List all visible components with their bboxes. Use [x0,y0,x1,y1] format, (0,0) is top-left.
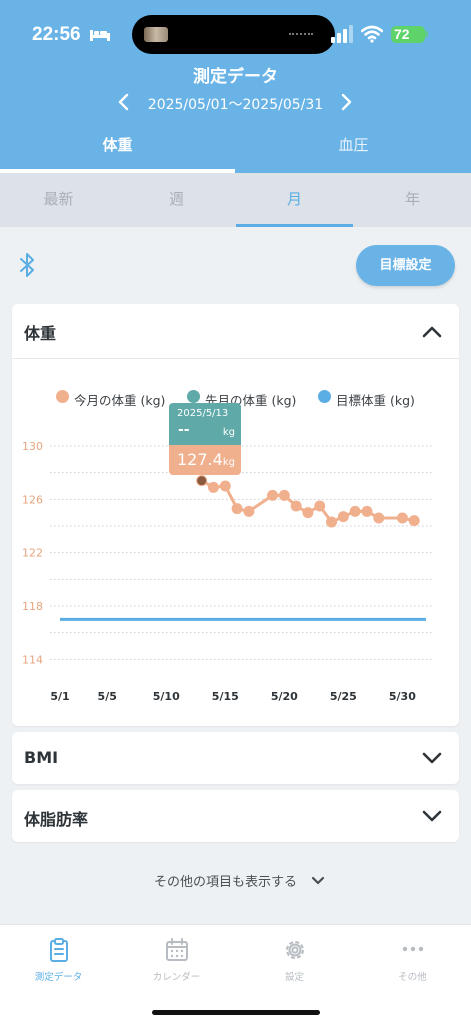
cellular-signal-icon [331,25,353,43]
bottom-nav: 測定データ カレンダー 設定 その他 [0,924,471,1024]
tab-latest[interactable]: 最新 [43,190,74,208]
chevron-down-icon[interactable] [421,747,443,769]
tooltip-unit: kg [222,457,235,468]
prev-period-chevron-icon[interactable] [112,90,136,114]
y-tick-label: 126 [22,493,43,506]
nav-calendar[interactable]: カレンダー [118,935,235,985]
body-fat-card[interactable]: 体脂肪率 [12,790,459,842]
app-header: 22:56 72 測定データ 2025/05/01〜2025/05/31 [0,0,471,173]
x-tick-label: 5/25 [330,690,357,703]
weight-card: 体重 今月の体重 (kg) 先月の体重 (kg) 目標体重 (kg) 130 12… [12,304,459,726]
audio-wave-icon [289,33,313,37]
tooltip-current-section: 127.4 kg [169,445,241,475]
legend-dot-current-month [56,390,69,403]
current-month-point [243,505,255,517]
status-time: 22:56 [32,24,81,45]
clipboard-icon [50,938,68,962]
nav-label-measurement: 測定データ [34,972,83,983]
chart-tooltip: 2025/5/13 -- kg 127.4 kg [169,403,241,475]
tooltip-prev-unit: kg [222,427,235,438]
show-more-link[interactable]: その他の項目も表示する [0,871,471,890]
tab-month[interactable]: 月 [236,173,353,227]
tooltip-date: 2025/5/13 [177,408,229,419]
current-month-point [278,489,290,501]
y-tick-label: 114 [22,653,43,666]
y-tick-label: 122 [22,547,43,560]
current-month-point [337,511,349,523]
weight-card-title: 体重 [24,324,57,343]
nav-label-settings: 設定 [284,972,304,983]
main-tabs: 体重 血圧 [0,126,471,173]
selected-point [197,476,207,486]
battery-level: 72 [394,26,410,42]
nav-measurement-data[interactable]: 測定データ [0,935,117,985]
nav-settings[interactable]: 設定 [236,935,353,985]
tooltip-prev-section: 2025/5/13 -- kg [169,403,241,445]
current-month-point [302,507,314,519]
calendar-icon [166,938,188,961]
body-fat-card-title: 体脂肪率 [24,810,89,829]
current-month-point [349,505,361,517]
nav-label-calendar: カレンダー [152,972,201,983]
nav-label-more: その他 [398,972,427,983]
card-divider [12,358,459,359]
wifi-icon [361,25,383,43]
tab-weight[interactable]: 体重 [0,126,235,173]
nav-more[interactable]: その他 [354,935,471,985]
dynamic-island [132,15,335,54]
gear-icon [286,941,304,959]
media-thumbnail [144,27,168,42]
current-month-point [326,516,338,528]
x-tick-label: 5/1 [50,690,69,703]
current-month-point [408,515,420,527]
next-period-chevron-icon[interactable] [334,90,358,114]
current-month-point [314,500,326,512]
weight-chart[interactable]: 130 126 122 118 114 5/1 5/5 5/10 5/15 5/20 5/25 5/3… [12,304,459,726]
chevron-down-icon[interactable] [310,874,326,888]
legend-current-month: 今月の体重 (kg) [74,393,166,408]
current-month-point [396,512,408,524]
date-range: 2025/05/01〜2025/05/31 [147,97,324,113]
current-month-point [290,500,302,512]
x-tick-label: 5/10 [153,690,180,703]
x-tick-label: 5/20 [271,690,298,703]
home-indicator [152,1010,320,1015]
current-month-point [231,503,243,515]
current-month-point [207,481,219,493]
tab-week[interactable]: 週 [168,190,184,208]
page-title: 測定データ [193,67,278,87]
y-tick-label: 118 [22,600,43,613]
goal-setting-button[interactable]: 目標設定 [356,245,455,286]
legend-dot-target [318,390,331,403]
tooltip-prev-value: -- [178,422,190,438]
chevron-down-icon[interactable] [421,805,443,827]
period-tabs: 最新 週 月 年 [0,173,471,227]
chevron-up-icon[interactable] [421,321,443,343]
show-more-label: その他の項目も表示する [153,875,297,890]
x-tick-label: 5/15 [212,690,239,703]
legend-target: 目標体重 (kg) [336,393,415,408]
status-icons: 72 [331,25,451,43]
tooltip-value: 127.4 [177,450,223,469]
bluetooth-icon[interactable] [18,252,36,278]
bed-icon [90,30,110,41]
bmi-card[interactable]: BMI [12,732,459,784]
current-month-point [219,480,231,492]
x-tick-label: 5/30 [389,690,416,703]
legend-dot-last-month [187,390,200,403]
battery-tip [425,31,428,37]
tab-blood-pressure[interactable]: 血圧 [338,136,369,154]
bmi-card-title: BMI [24,748,59,767]
tab-year[interactable]: 年 [404,190,420,208]
x-tick-label: 5/5 [98,690,117,703]
weight-card-header[interactable]: 体重 [12,304,459,358]
current-month-point [373,512,385,524]
more-dots-icon [402,946,424,952]
y-tick-label: 130 [22,440,43,453]
current-month-point [361,505,373,517]
battery-indicator: 72 [391,26,425,43]
current-month-point [267,489,279,501]
